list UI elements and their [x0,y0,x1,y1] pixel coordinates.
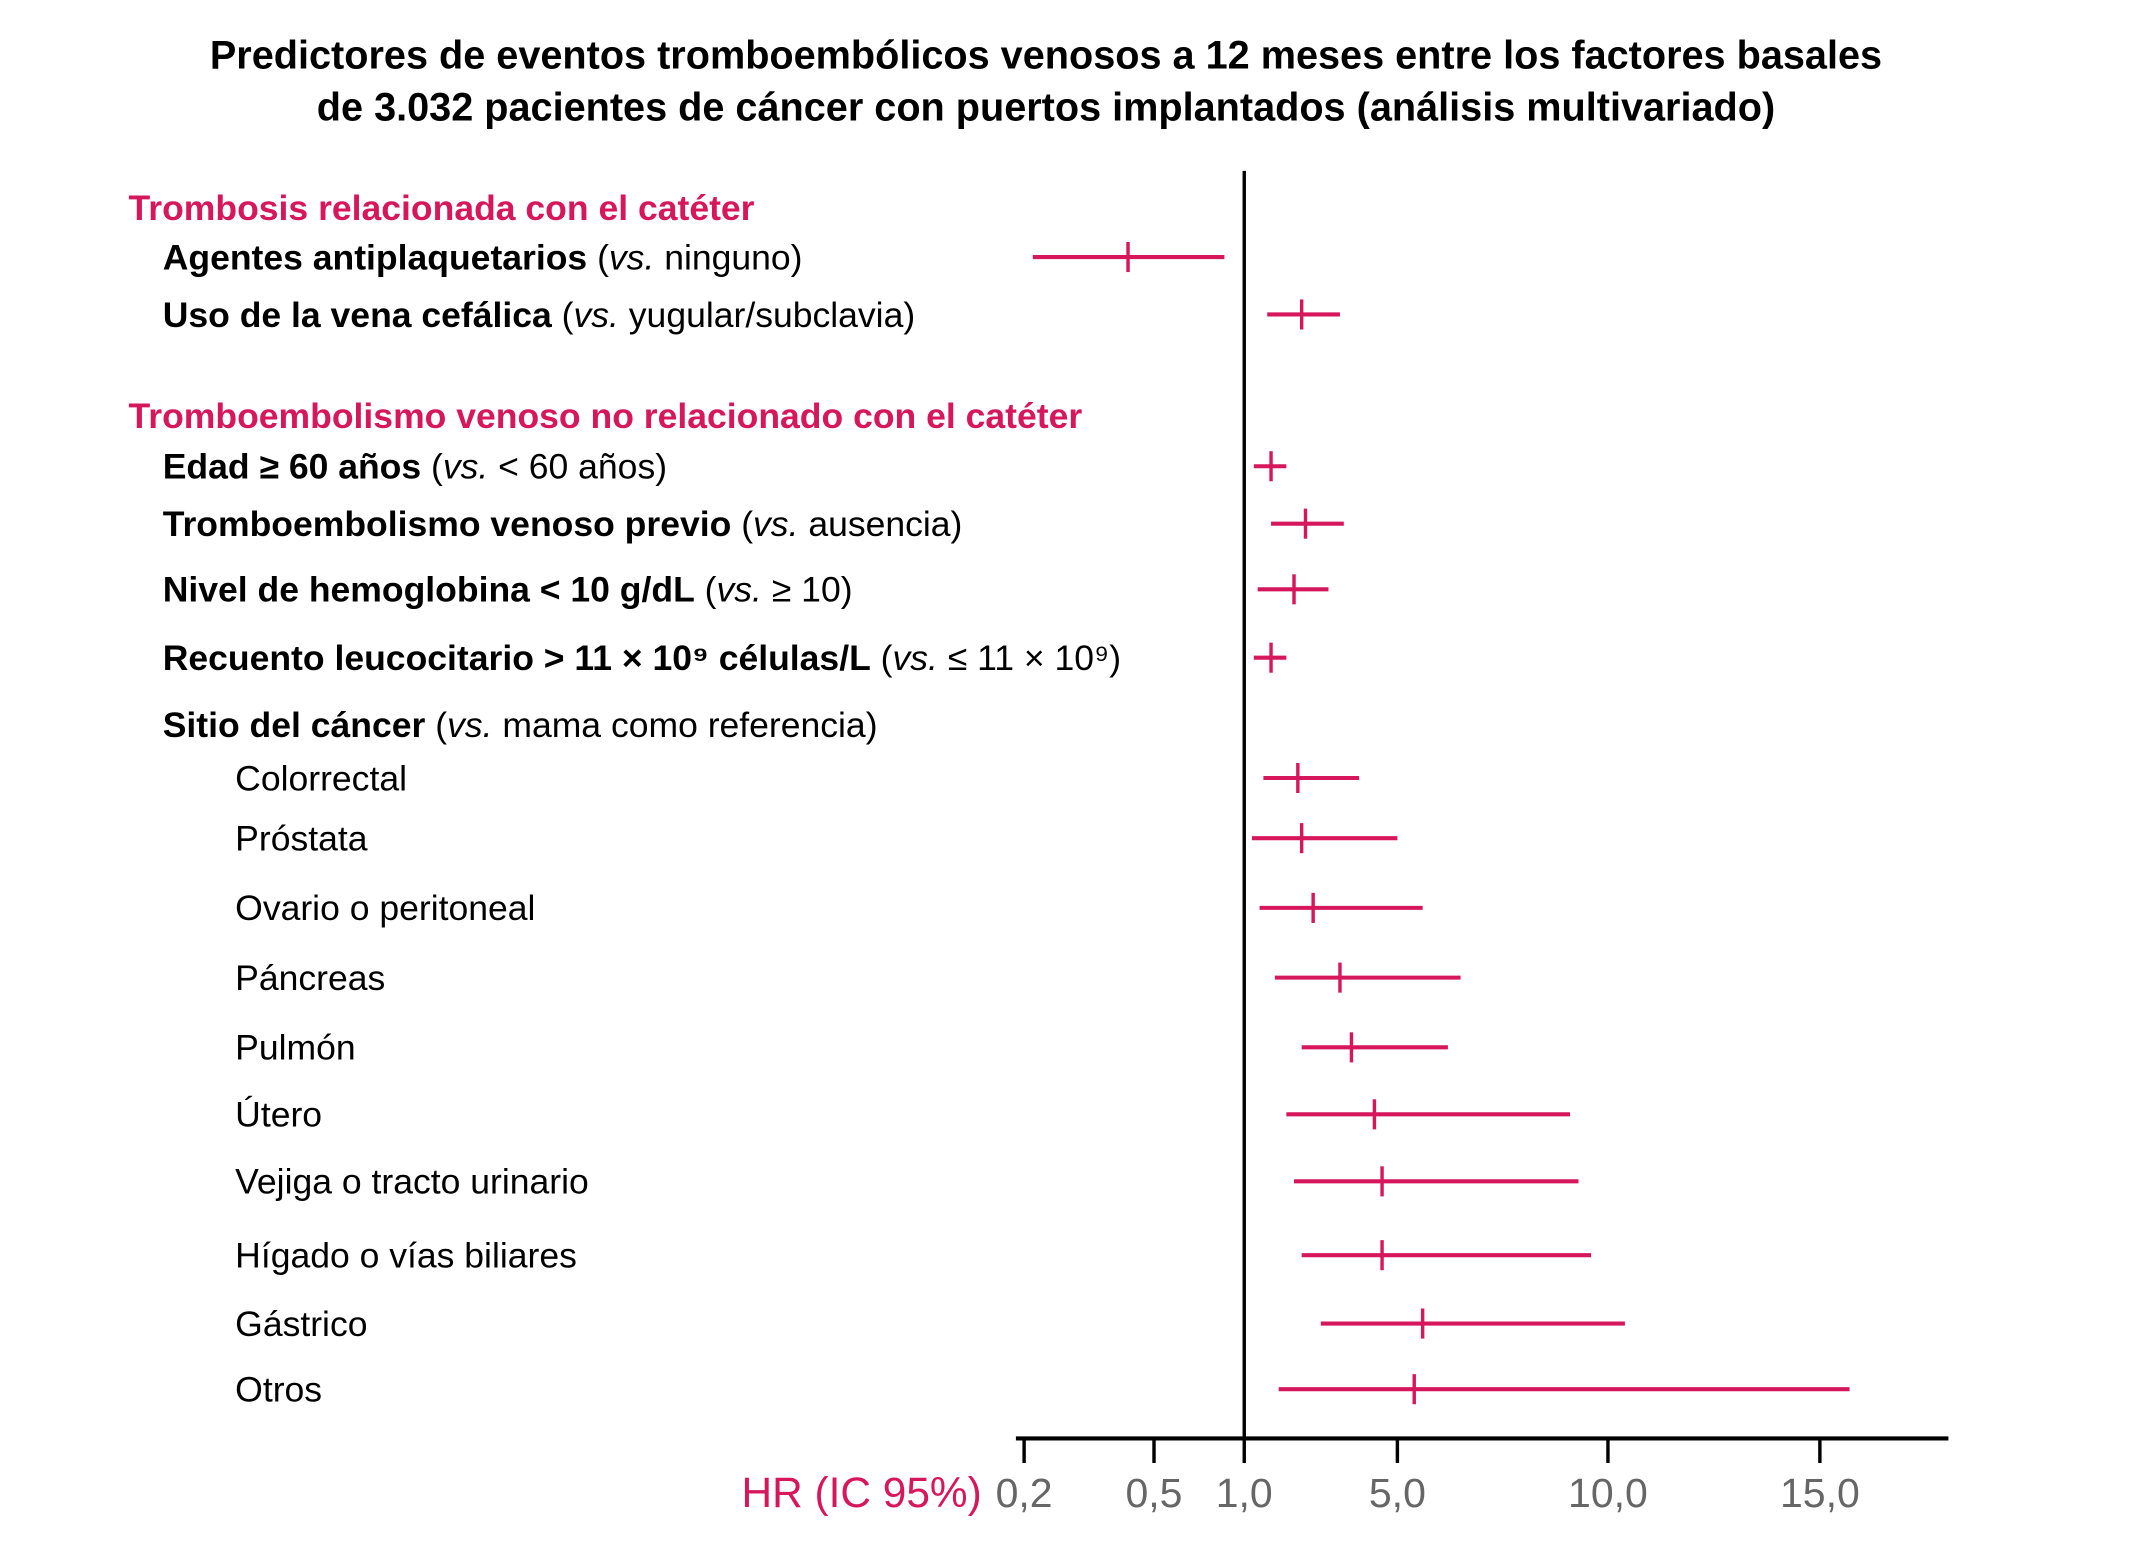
row-13: Pulmón [235,1028,1448,1068]
row-label: Sitio del cáncer (vs. mama como referenc… [163,705,878,745]
x-tick-label: 0,2 [996,1470,1053,1516]
x-tick-label: 5,0 [1369,1470,1426,1516]
row-9: Colorrectal [235,758,1360,798]
section-header: Tromboembolismo venoso no relacionado co… [129,396,1083,436]
row-label-main: Recuento leucocitario > 11 × 10⁹ células… [163,638,871,678]
row-sublabel: Vejiga o tracto urinario [235,1162,589,1202]
x-tick-label: 1,0 [1216,1470,1273,1516]
row-label-vs: vs. [892,638,937,678]
row-11: Ovario o peritoneal [235,888,1423,928]
row-14: Útero [235,1095,1571,1135]
row-label: Agentes antiplaquetarios (vs. ninguno) [163,237,803,277]
row-label-space [654,237,664,277]
row-label-vs: vs. [609,237,654,277]
row-18: Otros [235,1369,1850,1409]
row-label-paren: ( [695,570,717,610]
row-10: Próstata [235,818,1398,858]
row-5: Tromboembolismo venoso previo (vs. ausen… [163,504,1344,544]
row-label-ref: yugular/subclavia) [629,295,915,335]
row-label-main: Nivel de hemoglobina < 10 g/dL [163,570,695,610]
row-label-main: Agentes antiplaquetarios [163,237,587,277]
row-label-paren: ( [552,295,574,335]
row-label: Uso de la vena cefálica (vs. yugular/sub… [163,295,915,335]
rows: Trombosis relacionada con el catéter Agen… [129,188,1850,1409]
row-2: Uso de la vena cefálica (vs. yugular/sub… [163,295,1340,335]
row-label: Tromboembolismo venoso previo (vs. ausen… [163,504,963,544]
row-label-space [762,570,772,610]
row-label-main: Tromboembolismo venoso previo [163,504,732,544]
row-label-main: Edad ≥ 60 años [163,447,421,487]
row-3: Tromboembolismo venoso no relacionado co… [129,396,1083,436]
row-label-space [619,295,629,335]
row-label-ref: < 60 años) [498,447,667,487]
row-sublabel: Gástrico [235,1304,367,1344]
chart-title-line-1: Predictores de eventos tromboembólicos v… [210,33,1882,77]
row-label: Edad ≥ 60 años (vs. < 60 años) [163,447,667,487]
row-sublabel: Otros [235,1369,322,1409]
row-0: Trombosis relacionada con el catéter [129,188,755,228]
row-label-space [938,638,948,678]
row-sublabel: Pulmón [235,1028,355,1068]
row-label-space [492,705,502,745]
row-label-paren: ( [421,447,443,487]
x-axis: 0,2 0,5 1,0 5,0 10,0 15,0 [996,170,1949,1516]
row-label: Recuento leucocitario > 11 × 10⁹ células… [163,638,1121,678]
row-15: Vejiga o tracto urinario [235,1162,1579,1202]
row-6: Nivel de hemoglobina < 10 g/dL (vs. ≥ 10… [163,570,1329,610]
row-label: Nivel de hemoglobina < 10 g/dL (vs. ≥ 10… [163,570,853,610]
row-label-paren: ( [425,705,447,745]
row-label-paren: ( [587,237,609,277]
x-tick-label: 15,0 [1780,1470,1860,1516]
row-label-space [798,504,808,544]
row-label-vs: vs. [574,295,619,335]
row-label-vs: vs. [443,447,488,487]
row-sublabel: Hígado o vías biliares [235,1235,577,1275]
x-axis-label: HR (IC 95%) [742,1469,982,1516]
chart-title-line-2: de 3.032 pacientes de cáncer con puertos… [317,85,1775,129]
row-sublabel: Útero [235,1095,322,1135]
row-label-ref: mama como referencia) [502,705,877,745]
x-tick-label: 0,5 [1126,1470,1183,1516]
row-label-space [488,447,498,487]
section-header: Trombosis relacionada con el catéter [129,188,755,228]
row-8: Sitio del cáncer (vs. mama como referenc… [163,705,878,745]
row-label-vs: vs. [447,705,492,745]
row-1: Agentes antiplaquetarios (vs. ninguno) [163,237,1225,277]
x-tick-label: 10,0 [1568,1470,1648,1516]
row-17: Gástrico [235,1304,1625,1344]
row-16: Hígado o vías biliares [235,1235,1592,1275]
row-label-paren: ( [871,638,893,678]
row-label-ref: ≥ 10) [772,570,853,610]
row-sublabel: Ovario o peritoneal [235,888,535,928]
row-label-ref: ausencia) [808,504,962,544]
row-sublabel: Páncreas [235,958,385,998]
row-label-ref: ninguno) [664,237,802,277]
row-4: Edad ≥ 60 años (vs. < 60 años) [163,447,1287,487]
row-sublabel: Colorrectal [235,758,407,798]
row-label-vs: vs. [753,504,798,544]
row-12: Páncreas [235,958,1461,998]
row-sublabel: Próstata [235,818,368,858]
row-label-paren: ( [731,504,753,544]
row-7: Recuento leucocitario > 11 × 10⁹ células… [163,638,1287,678]
row-label-vs: vs. [717,570,762,610]
row-label-ref: ≤ 11 × 10⁹) [948,638,1121,678]
row-label-main: Uso de la vena cefálica [163,295,552,335]
row-label-main: Sitio del cáncer [163,705,426,745]
